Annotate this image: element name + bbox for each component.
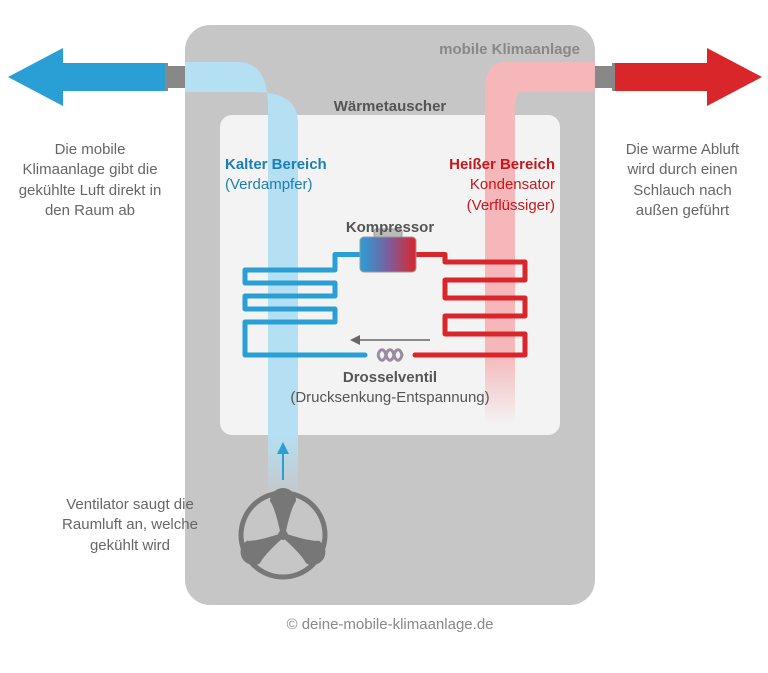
- left-caption: Die mobile Klimaanlage gibt die gekühlte…: [15, 140, 165, 221]
- hot-air-arrow: [615, 48, 762, 106]
- unit-title: mobile Klimaanlage: [380, 40, 580, 60]
- hot-section-label: Heißer Bereich Kondensator (Verflüssiger…: [425, 155, 555, 216]
- cold-subtitle: (Verdampfer): [225, 176, 313, 193]
- heat-exchanger-title: Wärmetauscher: [290, 97, 490, 117]
- cold-air-arrow: [8, 48, 165, 106]
- cold-section-label: Kalter Bereich (Verdampfer): [225, 155, 355, 196]
- compressor-icon: [360, 237, 416, 272]
- hot-sub2: (Verflüssiger): [467, 197, 555, 214]
- hot-sub1: Kondensator: [470, 176, 555, 193]
- throttle-label: Drosselventil (Drucksenkung-Entspannung): [290, 368, 490, 409]
- copyright: © deine-mobile-klimaanlage.de: [240, 615, 540, 635]
- right-caption: Die warme Abluft wird durch einen Schlau…: [610, 140, 755, 221]
- throttle-title: Drosselventil: [343, 369, 437, 386]
- cold-title: Kalter Bereich: [225, 156, 327, 173]
- hot-title: Heißer Bereich: [449, 156, 555, 173]
- fan-caption: Ventilator saugt die Raumluft an, welche…: [55, 495, 205, 556]
- compressor-label: Kompressor: [330, 218, 450, 238]
- throttle-subtitle: (Drucksenkung-Entspannung): [290, 389, 489, 406]
